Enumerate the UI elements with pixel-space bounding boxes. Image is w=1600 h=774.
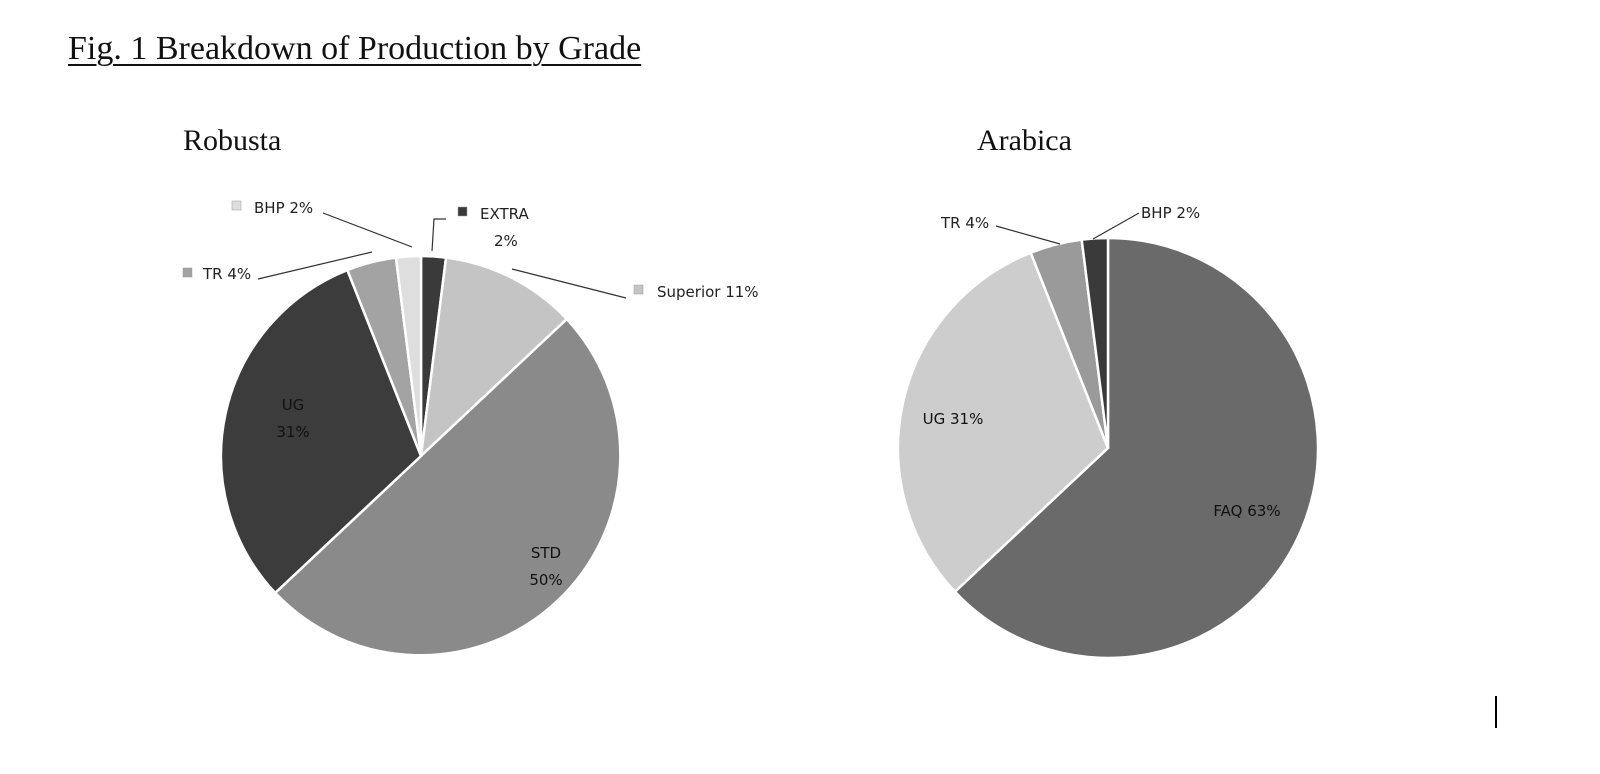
robusta-label-line: 50% [529, 571, 562, 589]
robusta-label-ug: UG 31% [276, 396, 309, 441]
robusta-slice-std [273, 317, 622, 657]
robusta-label-tr: TR 4% [202, 265, 251, 283]
robusta-label-line: TR 4% [202, 265, 251, 283]
robusta-leader-extra [431, 218, 446, 252]
robusta-title: Robusta [183, 124, 281, 157]
robusta-legend-swatch-bhp [231, 200, 242, 211]
robusta-label-line: Superior 11% [657, 283, 759, 301]
arabica-slice-faq [953, 236, 1320, 660]
arabica-title: Arabica [977, 124, 1072, 157]
robusta-leader-bhp [322, 212, 413, 248]
robusta-label-line: EXTRA [480, 205, 529, 223]
robusta-leader-tr [257, 251, 373, 280]
robusta-label-superior: Superior 11% [657, 283, 759, 301]
robusta-label-line: UG [282, 396, 305, 414]
robusta-legend-swatch-tr [182, 267, 193, 278]
arabica-leader-tr [995, 225, 1061, 245]
robusta-chart: Robusta EXTRA 2% Superior 11% STD 50% UG 31% TR… [182, 124, 759, 657]
robusta-slice-superior [419, 256, 569, 460]
robusta-slice-bhp [394, 254, 423, 457]
arabica-label-bhp: BHP 2% [1141, 204, 1200, 222]
robusta-legend-swatch-extra [457, 206, 468, 217]
arabica-label-line: UG 31% [923, 410, 984, 428]
arabica-label-line: TR 4% [940, 214, 989, 232]
robusta-slice-ug [219, 268, 423, 595]
robusta-label-std: STD 50% [529, 544, 562, 589]
robusta-label-line: BHP 2% [254, 199, 313, 217]
robusta-label-line: 2% [494, 232, 518, 250]
robusta-label-line: 31% [276, 423, 309, 441]
robusta-label-line: STD [531, 544, 561, 562]
figure-title: Fig. 1 Breakdown of Production by Grade [68, 30, 642, 67]
arabica-slice-ug [896, 251, 1110, 594]
arabica-label-line: FAQ 63% [1213, 502, 1280, 520]
text-cursor [1495, 696, 1497, 728]
robusta-label-bhp: BHP 2% [254, 199, 313, 217]
robusta-legend-swatch-superior [633, 284, 644, 295]
robusta-leader-superior [511, 268, 627, 299]
robusta-label-extra: EXTRA 2% [480, 205, 529, 250]
arabica-label-tr: TR 4% [940, 214, 989, 232]
arabica-label-line: BHP 2% [1141, 204, 1200, 222]
arabica-chart: Arabica FAQ 63% UG 31% TR 4% BHP 2% [896, 124, 1320, 660]
arabica-label-faq: FAQ 63% [1213, 502, 1280, 520]
arabica-leader-bhp [1092, 212, 1140, 240]
arabica-label-ug: UG 31% [923, 410, 984, 428]
